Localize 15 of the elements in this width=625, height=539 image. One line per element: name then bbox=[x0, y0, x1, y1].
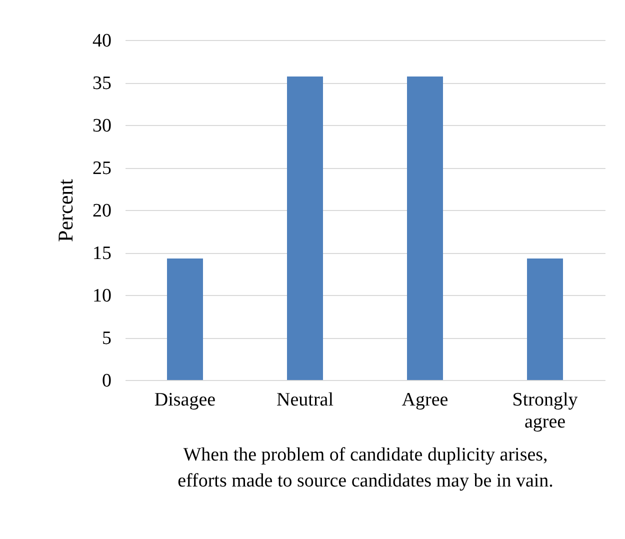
y-tick-label: 20 bbox=[92, 200, 112, 222]
x-tick-label: Strongly agree bbox=[512, 390, 578, 432]
y-tick-label: 35 bbox=[92, 73, 112, 94]
y-tick-label: 10 bbox=[92, 286, 112, 306]
y-tick-label: 5 bbox=[102, 328, 112, 349]
y-tick-label: 15 bbox=[92, 243, 112, 264]
y-tick-label: 40 bbox=[92, 30, 112, 52]
x-tick-label: Agree bbox=[402, 390, 448, 410]
y-tick-label: 0 bbox=[102, 370, 112, 392]
x-tick-label: Neutral bbox=[276, 390, 334, 410]
y-axis-title: Percent bbox=[54, 178, 78, 242]
x-axis-title: When the problem of candidate duplicity arises, efforts made to source candidates may be in vain. bbox=[178, 444, 554, 492]
x-tick-label: Disagee bbox=[154, 390, 216, 410]
y-tick-label: 30 bbox=[92, 116, 112, 136]
y-tick-label: 25 bbox=[92, 158, 112, 179]
